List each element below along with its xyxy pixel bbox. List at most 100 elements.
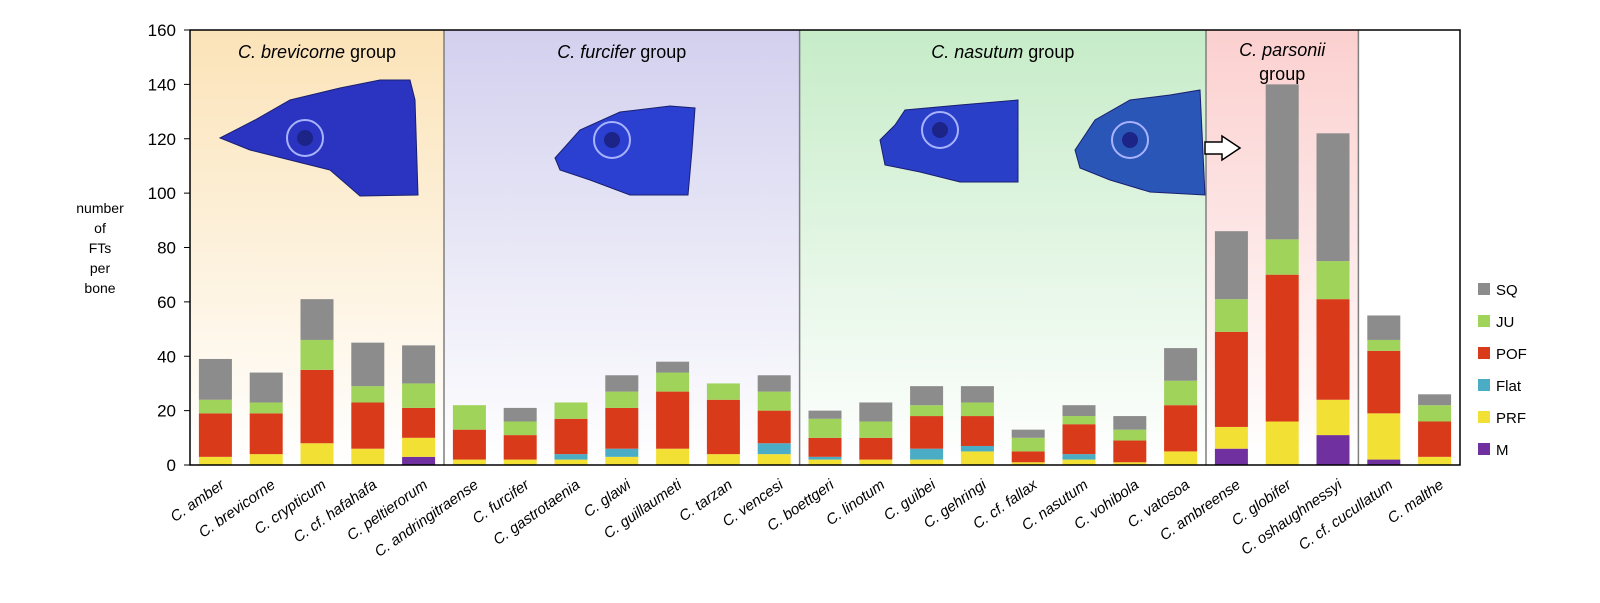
bar-segment-sq — [605, 375, 639, 392]
bar-segment-sq — [859, 402, 893, 422]
bar-segment-prf — [1367, 413, 1401, 460]
group-title-italic: C. nasutum — [931, 42, 1023, 62]
y-axis-label-line: of — [94, 220, 106, 236]
bar-segment-prf — [605, 456, 639, 465]
bar-segment-pof — [249, 413, 283, 455]
bar-segment-sq — [910, 386, 944, 406]
bar-segment-pof — [757, 410, 791, 444]
bar-segment-pof — [300, 369, 334, 444]
bar-segment-prf — [706, 454, 740, 465]
bar-segment-flat — [1062, 454, 1096, 460]
bar-segment-flat — [757, 443, 791, 455]
head-eye-ring — [286, 119, 324, 157]
group-title: C. nasutum group — [931, 42, 1074, 62]
bar-segment-ju — [910, 405, 944, 417]
bar-segment-sq — [1316, 133, 1350, 262]
head-eye — [932, 122, 948, 138]
bar-segment-ju — [554, 402, 588, 419]
head-eye-ring — [593, 121, 631, 159]
bar-segment-sq — [1113, 416, 1147, 430]
bar-segment-sq — [1011, 429, 1045, 438]
arrow-icon — [1204, 134, 1242, 162]
legend-label-ju: JU — [1496, 314, 1514, 331]
bar-segment-pof — [656, 391, 690, 449]
bar-segment-ju — [249, 402, 283, 414]
bar-segment-ju — [503, 421, 537, 436]
y-tick-label: 80 — [157, 239, 176, 258]
bar-segment-ju — [1113, 429, 1147, 441]
bar-segment-prf — [198, 456, 232, 465]
bar-segment-prf — [503, 459, 537, 465]
bar-segment-pof — [1113, 440, 1147, 463]
bar-segment-flat — [960, 445, 994, 452]
bar-segment-pof — [1265, 274, 1299, 422]
bar-segment-sq — [808, 410, 842, 419]
bar-segment-m — [402, 456, 436, 465]
bar-segment-ju — [1062, 416, 1096, 425]
x-tick-label: C. malthe — [1385, 476, 1447, 527]
group-title: C. furcifer group — [557, 42, 686, 62]
bar-segment-prf — [1011, 462, 1045, 465]
bar-segment-ju — [859, 421, 893, 438]
bar-segment-pof — [554, 418, 588, 455]
bar-segment-sq — [351, 342, 385, 387]
legend-swatch-prf — [1478, 411, 1490, 423]
nasutum-head-image-2 — [1074, 89, 1206, 196]
y-tick-label: 0 — [167, 456, 176, 475]
bar-segment-prf — [757, 454, 791, 465]
head-eye — [604, 132, 620, 148]
bar-segment-pof — [1316, 299, 1350, 400]
head-eye — [1122, 132, 1138, 148]
bar-segment-sq — [503, 407, 537, 422]
bar-segment-ju — [605, 391, 639, 408]
group-title-suffix: group — [635, 42, 686, 62]
bar-segment-pof — [1367, 350, 1401, 414]
y-tick-label: 120 — [148, 130, 176, 149]
bar-segment-prf — [808, 459, 842, 465]
bar-segment-sq — [1367, 315, 1401, 340]
y-axis-label-line: per — [89, 260, 111, 276]
bar-segment-prf — [300, 443, 334, 465]
bar-segment-prf — [910, 459, 944, 465]
bar-segment-ju — [1418, 405, 1452, 422]
bar-segment-sq — [300, 299, 334, 340]
head-eye — [297, 130, 313, 146]
group-title-italic: C. brevicorne — [238, 42, 345, 62]
bar-segment-m — [1316, 435, 1350, 465]
bar-segment-pof — [351, 402, 385, 449]
bar-segment-ju — [1011, 437, 1045, 452]
group-title-suffix: group — [1023, 42, 1074, 62]
legend-swatch-pof — [1478, 347, 1490, 359]
bar-segment-ju — [1214, 299, 1248, 332]
bar-segment-sq — [1265, 84, 1299, 240]
bar-segment-ju — [656, 372, 690, 392]
bar-segment-pof — [1062, 424, 1096, 455]
bar-segment-sq — [757, 375, 791, 392]
bar-segment-pof — [859, 437, 893, 460]
bar-segment-prf — [554, 459, 588, 465]
bar-segment-sq — [249, 372, 283, 403]
bar-segment-sq — [1164, 348, 1198, 381]
bar-segment-pof — [808, 437, 842, 457]
bar-segment-prf — [402, 437, 436, 457]
legend-swatch-m — [1478, 443, 1490, 455]
legend-label-flat: Flat — [1496, 378, 1522, 395]
bar-segment-flat — [554, 454, 588, 460]
y-axis-label-line: FTs — [88, 240, 112, 256]
bar-segment-pof — [1418, 421, 1452, 457]
bar-segment-pof — [503, 435, 537, 460]
legend-label-m: M — [1496, 442, 1509, 459]
bar-segment-ju — [300, 339, 334, 370]
bar-segment-ju — [706, 383, 740, 400]
bar-segment-pof — [1011, 451, 1045, 463]
y-tick-label: 100 — [148, 184, 176, 203]
legend-label-pof: POF — [1496, 346, 1527, 363]
bar-segment-flat — [605, 448, 639, 457]
bar-segment-sq — [656, 361, 690, 373]
bar-segment-ju — [1164, 380, 1198, 406]
head-eye-ring — [921, 111, 959, 149]
nasutum-head-image — [879, 99, 1019, 183]
bar-segment-pof — [1164, 405, 1198, 452]
y-tick-label: 60 — [157, 293, 176, 312]
